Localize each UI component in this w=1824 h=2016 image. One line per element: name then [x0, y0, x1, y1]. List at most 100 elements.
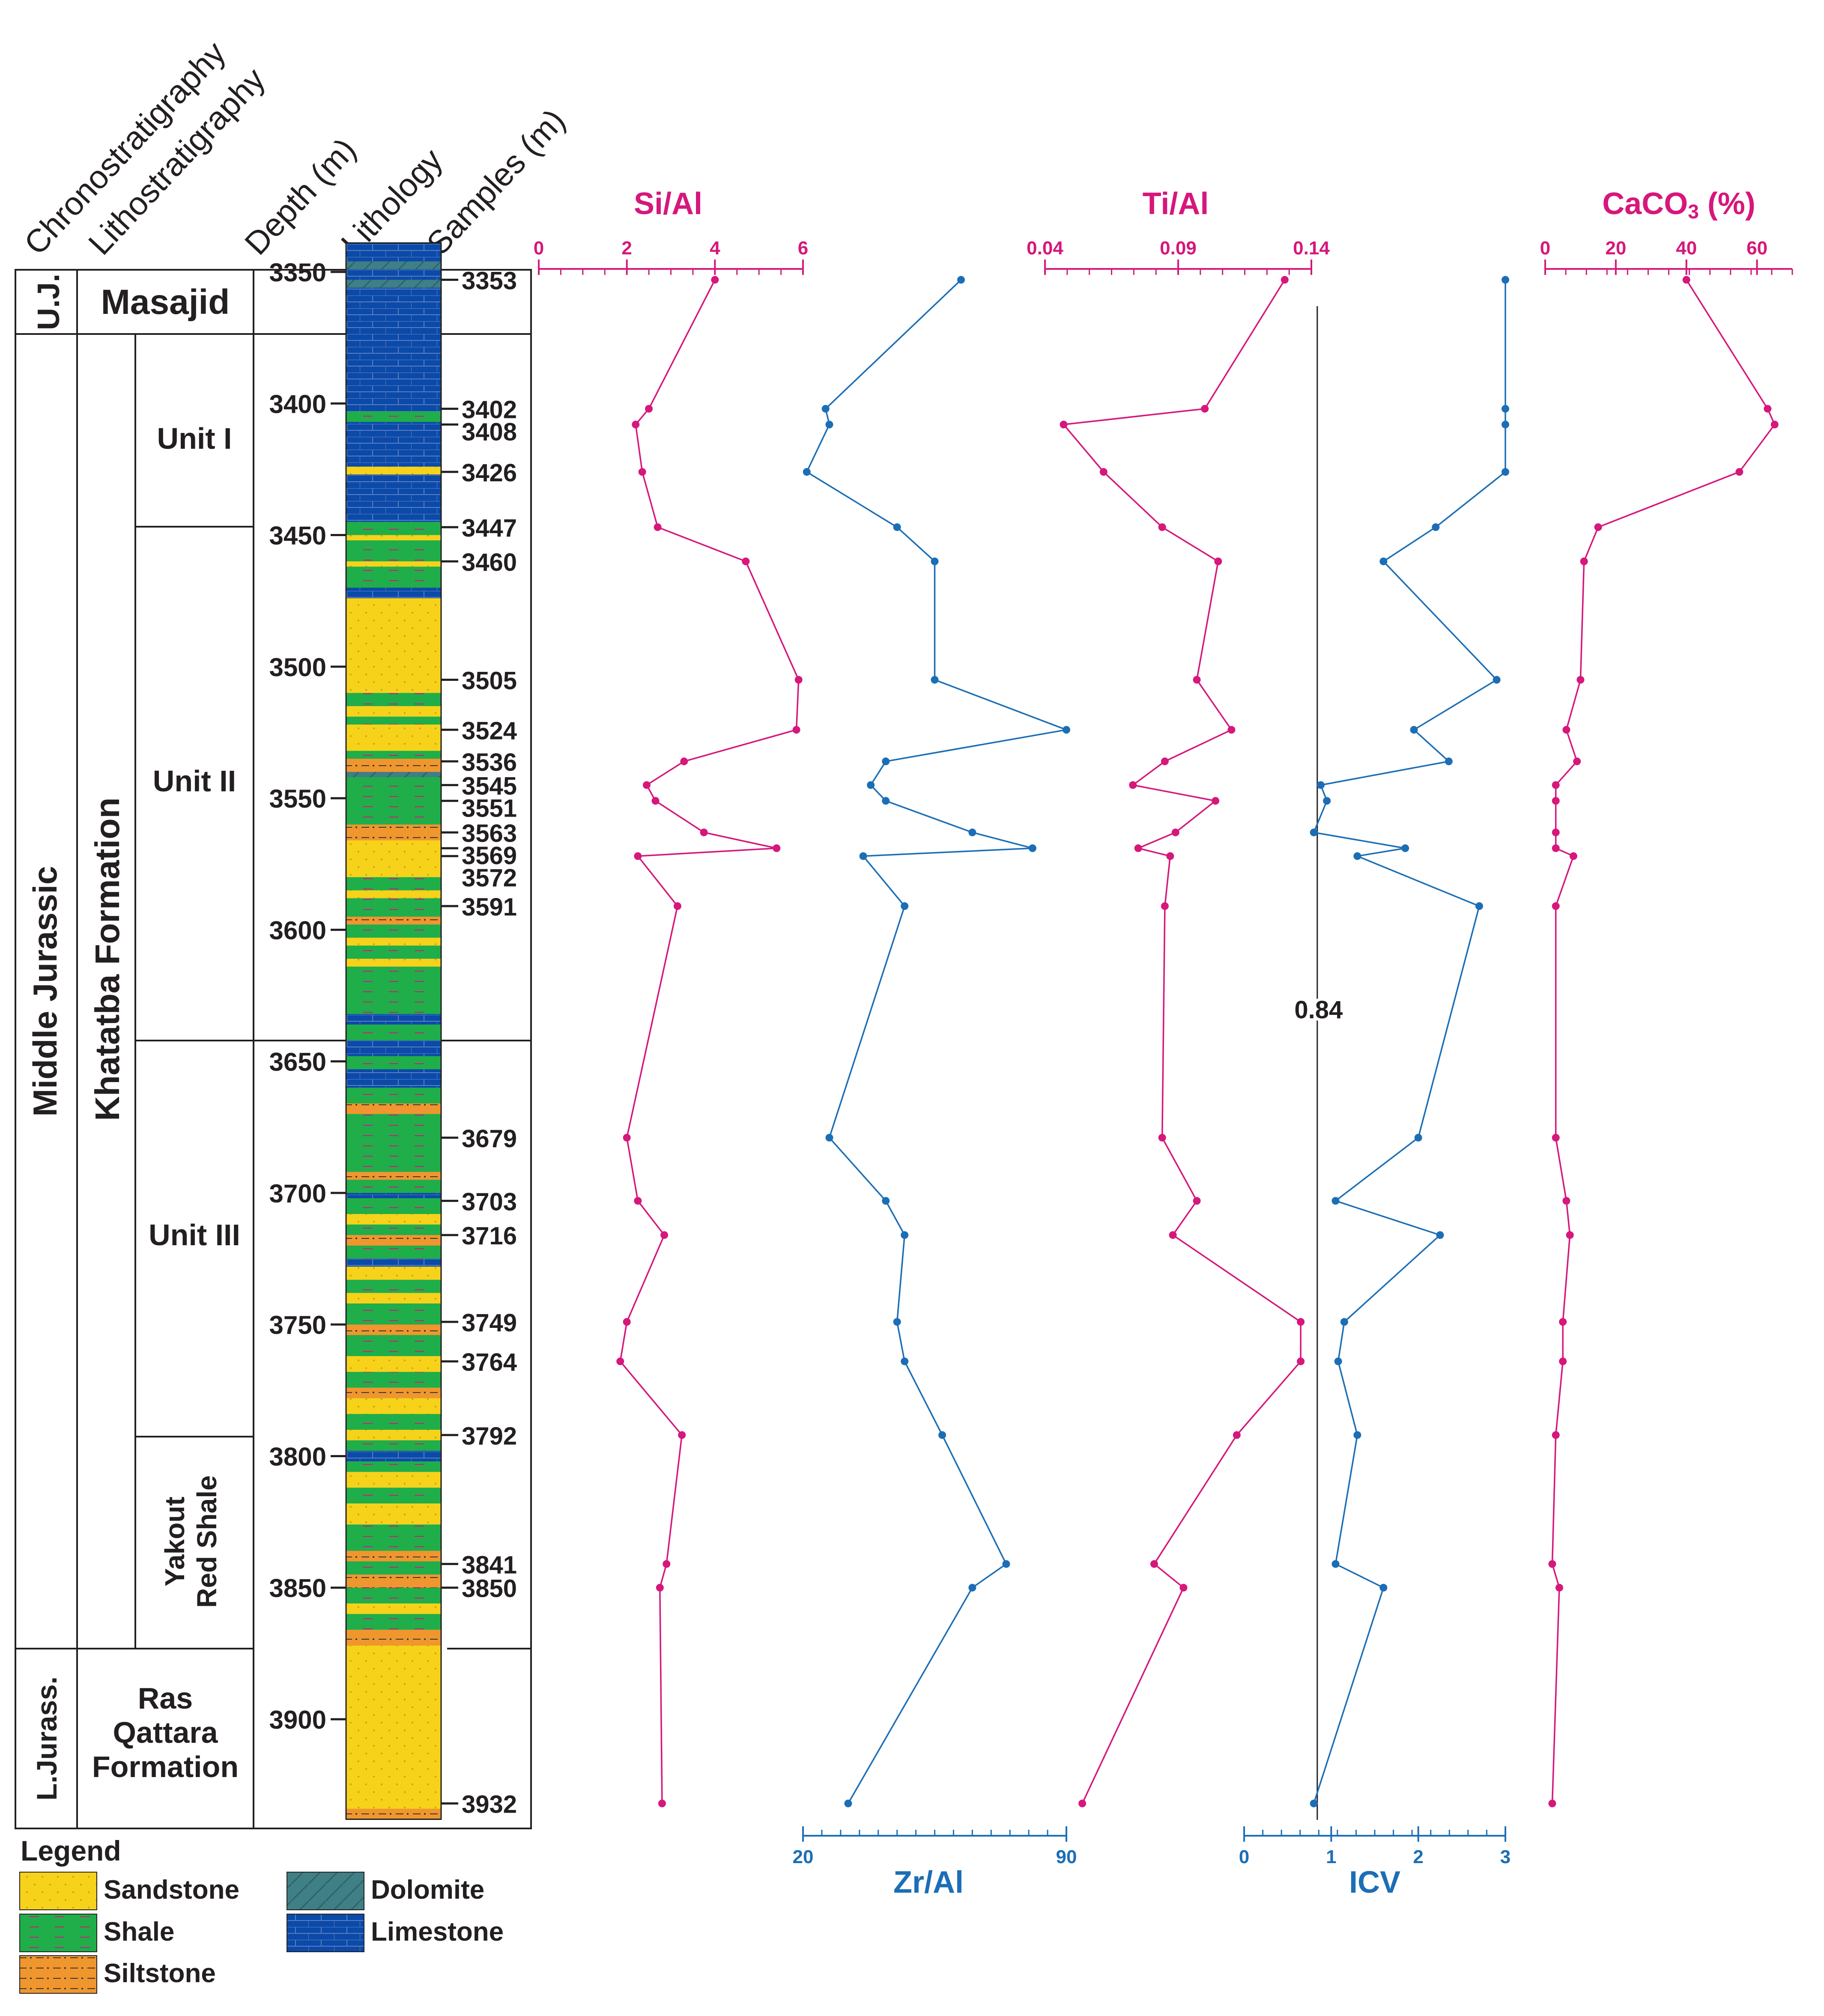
icv-reference-label: 0.84	[1294, 996, 1343, 1024]
data-point	[678, 1431, 686, 1439]
data-point	[901, 902, 909, 910]
lithology-legend: Legend Sandstone Shale Siltstone Dolomite Lim…	[19, 1835, 504, 1994]
data-point	[1353, 852, 1361, 860]
chrono-lower-jurassic: L.Jurass.	[31, 1676, 63, 1801]
lithology-layer-shale	[346, 1224, 441, 1235]
legend-title: Legend	[21, 1835, 121, 1867]
lithology-layer-silt	[346, 1324, 441, 1336]
data-point	[1214, 558, 1222, 565]
data-point	[1502, 405, 1509, 413]
data-point	[1548, 1799, 1556, 1807]
data-point	[1193, 1197, 1201, 1205]
data-point	[1548, 1560, 1556, 1568]
data-point	[1502, 468, 1509, 476]
axis-tick-label: 6	[798, 238, 808, 259]
lithology-column-border	[345, 242, 442, 1820]
unit-ii-label: Unit II	[153, 764, 236, 798]
lithology-layer-silt	[346, 1387, 441, 1399]
sample-label: 3408	[462, 418, 517, 446]
data-point	[1764, 405, 1772, 413]
lithology-layer-silt	[346, 916, 441, 925]
lithology-layer-shale	[346, 1245, 441, 1259]
data-point	[1555, 1584, 1563, 1592]
lithology-layer-lime	[346, 1451, 441, 1462]
data-point	[673, 902, 681, 910]
data-point	[1552, 1133, 1560, 1142]
data-point	[1594, 523, 1602, 531]
lithology-layer-shale	[346, 1414, 441, 1430]
lithology-layer-shale	[346, 877, 441, 891]
series-line-0	[619, 279, 800, 1804]
lithology-column	[345, 242, 442, 1820]
lithology-layer-sand	[346, 1645, 441, 1809]
lithology-layer-sand	[346, 1503, 441, 1525]
lithology-layer-shale	[346, 1114, 441, 1172]
depth-tick-label: 3900	[269, 1706, 326, 1734]
lithology-layer-shale	[346, 1614, 441, 1630]
lithology-layer-shale	[346, 924, 441, 938]
sample-label: 3703	[462, 1188, 517, 1216]
lithology-layer-sand	[346, 561, 441, 567]
axis-tick-label: 2	[621, 238, 632, 259]
lithology-layer-sand	[346, 958, 441, 967]
data-point	[658, 1799, 666, 1807]
data-point	[882, 757, 890, 766]
data-point	[680, 757, 688, 766]
data-point	[1028, 844, 1036, 852]
data-point	[821, 405, 830, 413]
lithology-layer-silt	[346, 1630, 441, 1646]
data-point	[1129, 781, 1137, 789]
lithology-layer-lime	[346, 1069, 441, 1088]
lithology-layer-shale	[346, 1279, 441, 1293]
depth-tick-label: 3550	[269, 784, 326, 813]
data-point	[1161, 757, 1169, 766]
axis-tick-label: 4	[710, 238, 720, 259]
data-point	[1158, 523, 1166, 531]
legend-label: Dolomite	[371, 1875, 484, 1905]
data-point	[634, 852, 642, 860]
data-point	[1552, 781, 1560, 789]
legend-label: Siltstone	[104, 1959, 216, 1988]
sample-label: 3545	[462, 772, 517, 800]
lithology-layer-sand	[346, 1472, 441, 1488]
data-point	[663, 1560, 671, 1568]
data-point	[634, 1197, 642, 1205]
data-point	[1432, 523, 1440, 531]
formation-masajid: Masajid	[101, 283, 230, 322]
lithology-layer-shale	[346, 1587, 441, 1604]
data-point	[1559, 1357, 1567, 1366]
lithology-layer-lime	[346, 1259, 441, 1267]
data-point	[825, 1133, 833, 1142]
axis-tick-label: 20	[793, 1846, 814, 1867]
series-line-1	[806, 279, 1069, 1804]
lithology-layer-lime	[346, 588, 441, 599]
ras-qattara-line-1: Ras	[138, 1682, 193, 1715]
data-point	[1559, 1318, 1567, 1326]
data-point	[1562, 726, 1570, 734]
lithology-layer-silt	[346, 758, 441, 772]
data-point	[1379, 1584, 1388, 1592]
lithology-layer-lime	[346, 1014, 441, 1025]
data-point	[1171, 828, 1179, 836]
data-point	[651, 797, 660, 805]
lithology-layer-shale	[346, 945, 441, 959]
lithology-layer-sand	[346, 1603, 441, 1614]
sample-label: 3551	[462, 794, 517, 822]
data-point	[623, 1133, 631, 1142]
data-point	[1169, 1231, 1177, 1239]
lithology-layer-shale	[346, 751, 441, 759]
data-point	[1334, 1357, 1342, 1366]
ras-qattara-line-2: Qattara	[113, 1716, 218, 1749]
data-point	[1353, 1431, 1361, 1439]
data-point	[660, 1231, 669, 1239]
lithology-layer-silt	[346, 1575, 441, 1588]
series-line-2	[1062, 279, 1302, 1804]
lithology-layer-silt	[346, 1551, 441, 1562]
data-point	[1158, 1133, 1166, 1142]
data-point	[700, 828, 708, 836]
lithology-layer-sand	[346, 1356, 441, 1372]
stratigraphic-column	[15, 269, 532, 1829]
data-point	[1179, 1584, 1188, 1592]
